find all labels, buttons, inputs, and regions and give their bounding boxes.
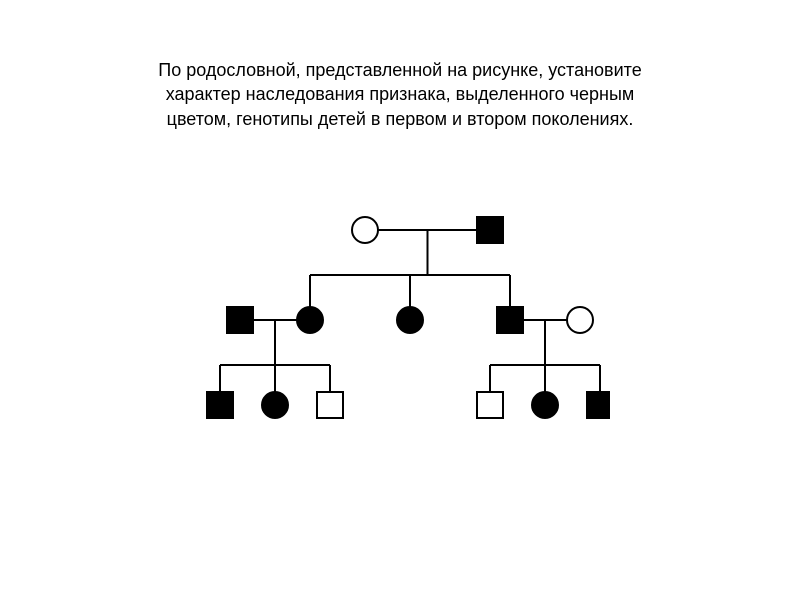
page: По родословной, представленной на рисунк… <box>0 0 800 600</box>
title-line-1: По родословной, представленной на рисунк… <box>158 60 641 80</box>
pedigree-node <box>352 217 378 243</box>
pedigree-node <box>317 392 343 418</box>
pedigree-node <box>532 392 558 418</box>
pedigree-chart <box>190 210 610 430</box>
pedigree-node <box>397 307 423 333</box>
pedigree-node <box>207 392 233 418</box>
pedigree-node <box>497 307 523 333</box>
pedigree-svg <box>190 210 610 430</box>
pedigree-node <box>477 217 503 243</box>
pedigree-node <box>297 307 323 333</box>
pedigree-node <box>567 307 593 333</box>
pedigree-node <box>477 392 503 418</box>
title-line-2: характер наследования признака, выделенн… <box>166 84 635 104</box>
task-title: По родословной, представленной на рисунк… <box>100 58 700 131</box>
pedigree-node <box>587 392 610 418</box>
title-line-3: цветом, генотипы детей в первом и втором… <box>167 109 634 129</box>
pedigree-node <box>227 307 253 333</box>
pedigree-node <box>262 392 288 418</box>
